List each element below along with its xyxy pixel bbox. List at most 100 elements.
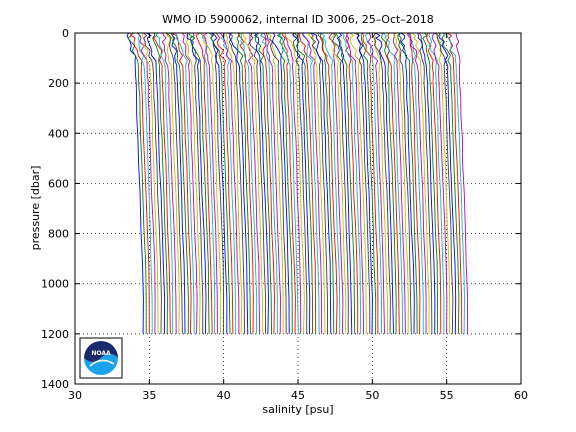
salinity-profile <box>373 32 391 334</box>
salinity-profile <box>174 32 195 334</box>
y-tick-label: 1000 <box>41 278 69 291</box>
salinity-profile <box>292 32 308 334</box>
salinity-profile <box>202 32 222 334</box>
salinity-profile <box>431 32 448 334</box>
salinity-profile <box>278 32 299 334</box>
y-tick-label: 1200 <box>41 328 69 341</box>
salinity-profile <box>436 32 451 334</box>
salinity-profile <box>266 32 284 334</box>
chart-title: WMO ID 5900062, internal ID 3006, 25–Oct… <box>162 13 434 26</box>
x-tick-label: 35 <box>142 389 156 402</box>
salinity-profile <box>407 32 421 334</box>
salinity-profile <box>219 32 240 334</box>
salinity-profile <box>374 32 389 334</box>
salinity-profile <box>335 32 356 334</box>
salinity-profile <box>165 32 183 334</box>
salinity-profile <box>260 32 275 334</box>
salinity-profile <box>249 32 267 334</box>
salinity-profile <box>228 32 245 334</box>
y-tick-label: 200 <box>48 77 69 90</box>
salinity-profile <box>332 32 349 334</box>
salinity-profile <box>356 32 373 334</box>
salinity-profile <box>145 32 166 334</box>
salinity-profile <box>308 32 326 334</box>
x-tick-label: 55 <box>440 389 454 402</box>
salinity-profile <box>310 32 329 334</box>
salinity-profile <box>426 32 442 334</box>
salinity-profile <box>406 32 427 334</box>
salinity-profile <box>428 32 445 334</box>
salinity-profile <box>130 32 150 334</box>
salinity-profile <box>170 32 189 334</box>
salinity-profile <box>242 32 264 334</box>
salinity-profile <box>411 32 430 334</box>
salinity-profile <box>260 32 278 334</box>
salinity-profile <box>392 32 406 334</box>
salinity-profile <box>263 32 281 334</box>
salinity-profile <box>215 32 234 334</box>
salinity-profile <box>455 33 469 334</box>
salinity-profile <box>152 32 168 334</box>
salinity-profile <box>237 32 254 334</box>
salinity-profile <box>318 32 341 334</box>
salinity-profile <box>202 32 218 334</box>
salinity-profile <box>422 32 438 334</box>
salinity-profile <box>400 32 415 334</box>
salinity-profile <box>381 32 397 334</box>
salinity-profile <box>346 32 365 334</box>
salinity-profile <box>153 32 171 334</box>
salinity-profile <box>375 32 394 334</box>
salinity-profile <box>330 32 347 334</box>
salinity-profile <box>439 33 457 334</box>
salinity-profile <box>293 32 313 334</box>
y-tick-label: 400 <box>48 127 69 140</box>
salinity-profile <box>302 32 323 334</box>
salinity-profile <box>302 32 320 334</box>
salinity-profile <box>161 32 177 334</box>
x-tick-label: 30 <box>68 389 82 402</box>
salinity-profile <box>311 32 332 334</box>
y-tick-label: 800 <box>48 228 69 241</box>
salinity-profile <box>195 32 213 334</box>
salinity-profile <box>386 32 400 334</box>
salinity-profile <box>367 32 385 334</box>
salinity-profile <box>186 32 207 334</box>
salinity-profile <box>272 32 290 334</box>
salinity-profile <box>417 32 436 334</box>
salinity-profile <box>418 32 433 334</box>
salinity-profile <box>254 32 273 334</box>
x-axis-label: salinity [psu] <box>262 403 333 416</box>
salinity-profile <box>188 32 210 334</box>
salinity-profile <box>341 32 362 334</box>
salinity-profile <box>229 32 249 334</box>
profiles <box>126 32 469 334</box>
y-tick-label: 600 <box>48 177 69 190</box>
salinity-profile <box>240 32 258 334</box>
salinity-profile <box>317 32 335 334</box>
x-tick-label: 60 <box>514 389 528 402</box>
salinity-profile <box>253 32 269 334</box>
salinity-profile <box>209 32 231 334</box>
y-tick-label: 0 <box>62 27 69 40</box>
salinity-profile <box>190 32 204 334</box>
salinity-profile <box>397 32 418 334</box>
salinity-profile <box>284 32 305 334</box>
salinity-profile <box>126 32 144 334</box>
salinity-profile <box>236 32 251 334</box>
salinity-profile <box>362 32 379 334</box>
salinity-profile <box>292 32 311 334</box>
salinity-profile <box>155 32 174 334</box>
x-tick-label: 50 <box>365 389 379 402</box>
salinity-profile <box>349 32 367 334</box>
salinity-profile <box>137 32 156 334</box>
salinity-profile <box>284 32 302 334</box>
salinity-profile <box>393 32 409 334</box>
salinity-profile <box>276 32 293 334</box>
salinity-profile <box>360 32 377 334</box>
salinity-profile <box>143 32 162 334</box>
salinity-profile <box>166 32 180 334</box>
salinity-profile <box>443 32 465 334</box>
salinity-profile <box>441 32 460 334</box>
salinity-profile <box>184 32 201 334</box>
